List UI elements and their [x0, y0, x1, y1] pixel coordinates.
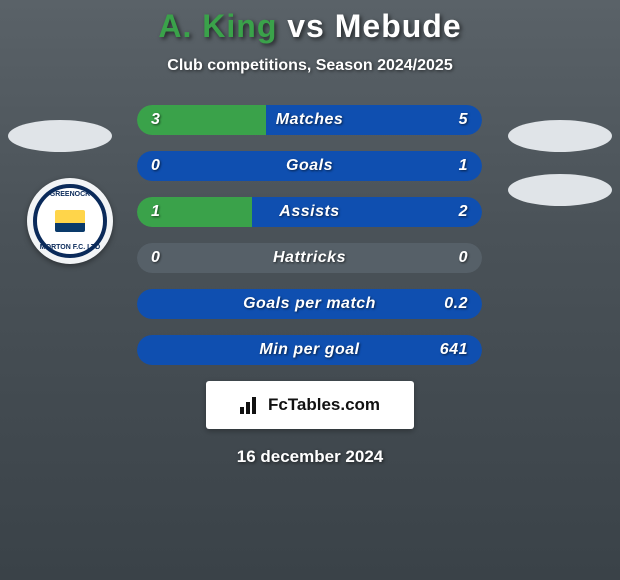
stat-row: 00Hattricks [137, 243, 482, 273]
stat-row: 641Min per goal [137, 335, 482, 365]
comparison-title: A. King vs Mebude [0, 8, 620, 45]
stat-row: 12Assists [137, 197, 482, 227]
snapshot-date: 16 december 2024 [0, 447, 620, 467]
club-badge-ring: GREENOCK MORTON F.C. LTD [33, 184, 107, 258]
stat-bars: 35Matches 01Goals 12Assists 00Hattricks 0.2G… [137, 105, 482, 365]
badge-top-text: GREENOCK [37, 191, 103, 198]
stat-row: 35Matches [137, 105, 482, 135]
stat-label: Goals per match [137, 289, 482, 319]
stat-label: Matches [137, 105, 482, 135]
player-right-name: Mebude [335, 8, 462, 44]
player-right-photo-placeholder [508, 120, 612, 152]
comparison-card: A. King vs Mebude Club competitions, Sea… [0, 0, 620, 580]
stat-row: 01Goals [137, 151, 482, 181]
club-right-badge-placeholder [508, 174, 612, 206]
vs-separator: vs [287, 8, 325, 44]
player-left-name: A. King [158, 8, 277, 44]
badge-ship-icon [55, 210, 85, 232]
bar-chart-icon [240, 396, 262, 414]
stat-label: Hattricks [137, 243, 482, 273]
club-left-badge: GREENOCK MORTON F.C. LTD [27, 178, 113, 264]
stat-label: Assists [137, 197, 482, 227]
branding-text: FcTables.com [268, 395, 380, 415]
stat-label: Min per goal [137, 335, 482, 365]
player-left-photo-placeholder [8, 120, 112, 152]
branding-badge: FcTables.com [206, 381, 414, 429]
subtitle-text: Club competitions, Season 2024/2025 [0, 57, 620, 75]
stat-row: 0.2Goals per match [137, 289, 482, 319]
badge-bottom-text: MORTON F.C. LTD [37, 244, 103, 251]
stat-label: Goals [137, 151, 482, 181]
